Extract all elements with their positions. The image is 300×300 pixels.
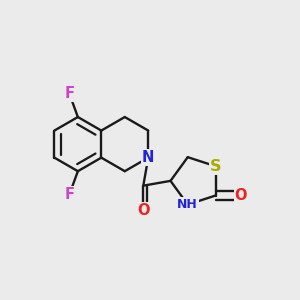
Text: O: O — [137, 203, 150, 218]
Text: O: O — [234, 188, 247, 203]
Text: N: N — [142, 150, 154, 165]
Text: F: F — [64, 187, 74, 202]
Text: S: S — [210, 159, 221, 174]
Text: F: F — [64, 86, 74, 101]
Text: NH: NH — [177, 198, 198, 211]
